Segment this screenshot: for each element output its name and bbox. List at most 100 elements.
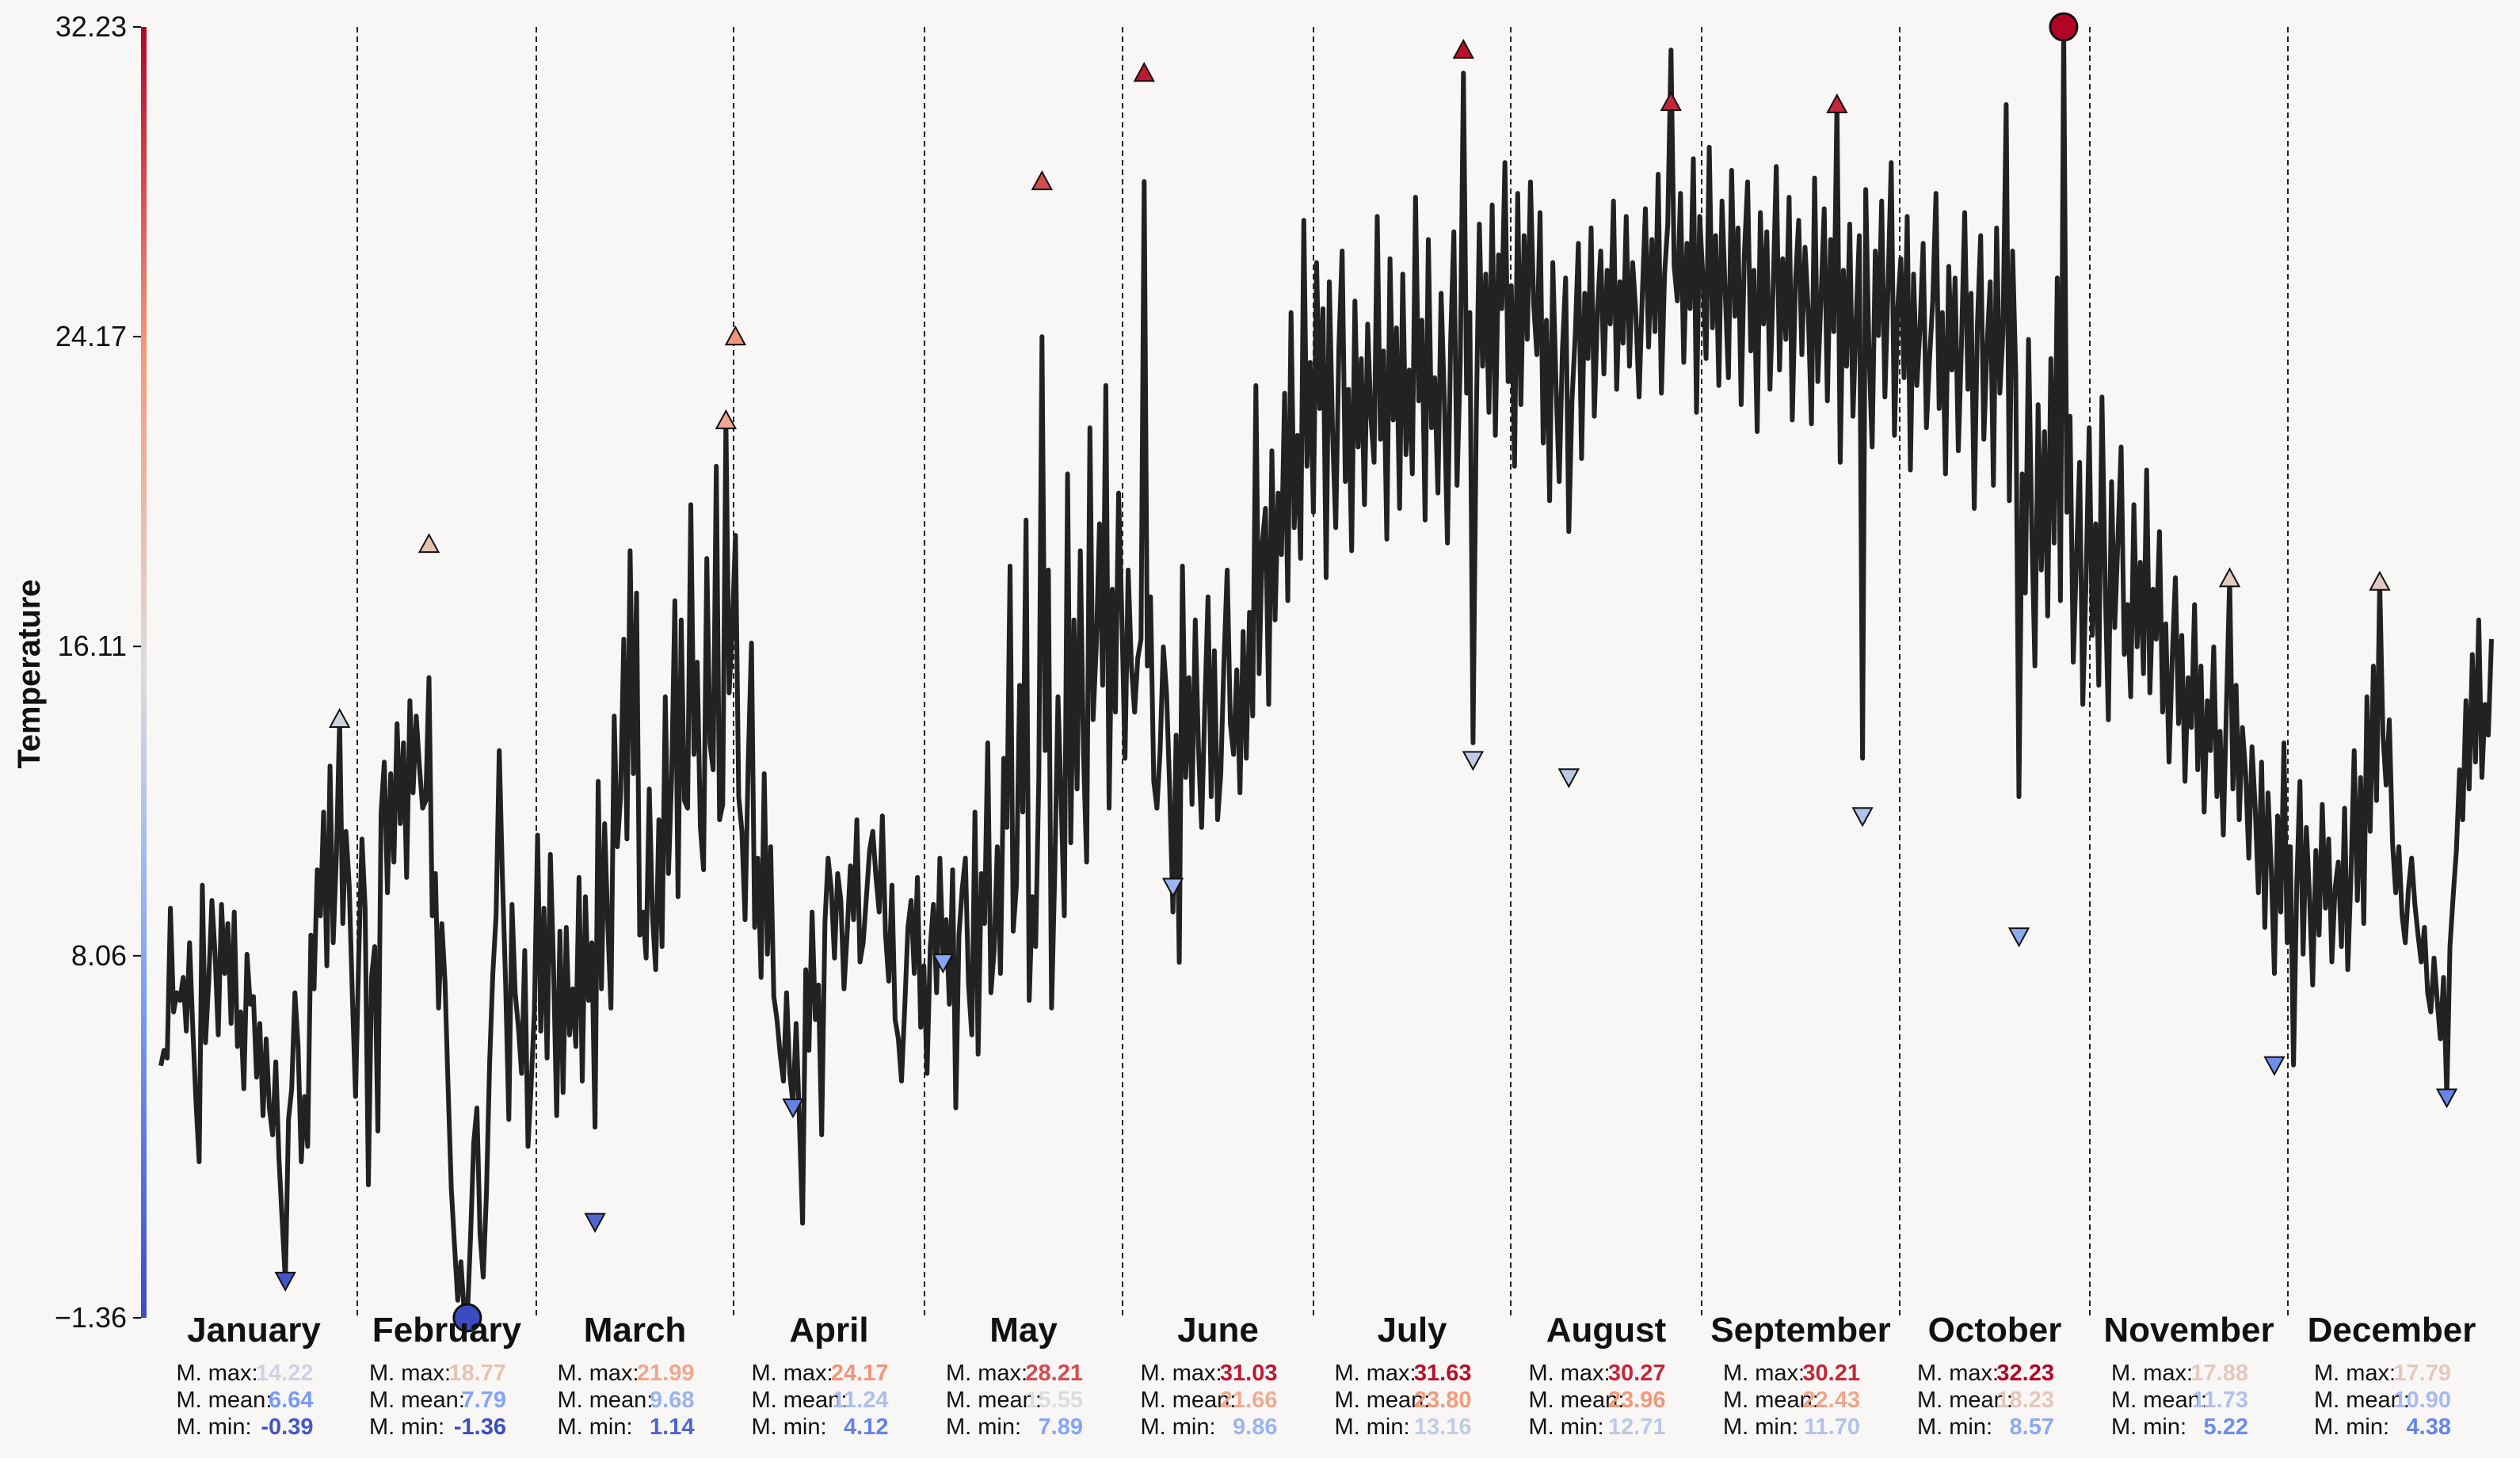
month-label: July xyxy=(1377,1311,1447,1350)
stat-label-max: M. max: xyxy=(1917,1361,1999,1386)
monthly-min-marker xyxy=(1462,751,1485,771)
monthly-min-marker xyxy=(1851,807,1874,828)
stat-value-min: -1.36 xyxy=(454,1414,506,1440)
month-label: April xyxy=(789,1311,868,1350)
monthly-min-marker xyxy=(2435,1088,2458,1109)
stat-value-min: 9.86 xyxy=(1233,1414,1277,1440)
stat-value-max: 17.88 xyxy=(2190,1361,2248,1386)
stat-value-max: 31.63 xyxy=(1414,1361,1472,1386)
stat-label-mean: M. mean: xyxy=(177,1388,273,1413)
month-label: March xyxy=(584,1311,687,1350)
month-label: December xyxy=(2308,1311,2476,1350)
monthly-max-marker xyxy=(2369,570,2391,591)
monthly-max-marker xyxy=(1452,39,1474,59)
monthly-max-marker xyxy=(724,325,747,346)
stat-value-max: 32.23 xyxy=(1996,1361,2054,1386)
stat-label-min: M. min: xyxy=(369,1414,444,1440)
monthly-min-marker xyxy=(274,1271,296,1292)
stat-value-mean: 23.96 xyxy=(1608,1388,1666,1413)
monthly-max-marker xyxy=(329,707,351,728)
month-label: September xyxy=(1710,1311,1890,1350)
stat-value-min: 12.71 xyxy=(1608,1414,1666,1440)
stat-label-max: M. max: xyxy=(1141,1361,1222,1386)
stat-value-mean: 11.24 xyxy=(833,1388,889,1413)
monthly-min-marker xyxy=(2263,1056,2286,1076)
stat-value-max: 14.22 xyxy=(256,1361,314,1386)
temperature-line xyxy=(158,25,2494,1320)
y-axis-title: Temperature xyxy=(12,579,47,768)
stat-label-min: M. min: xyxy=(946,1414,1021,1440)
stat-label-max: M. max: xyxy=(369,1361,451,1386)
stat-value-mean: 18.23 xyxy=(1996,1388,2054,1413)
stat-label-mean: M. mean: xyxy=(1723,1388,1819,1413)
stat-label-min: M. min: xyxy=(1529,1414,1604,1440)
monthly-max-marker xyxy=(1031,169,1054,191)
monthly-min-marker xyxy=(2007,927,2030,948)
stat-value-max: 28.21 xyxy=(1025,1361,1083,1386)
month-label: June xyxy=(1177,1311,1259,1350)
stat-label-mean: M. mean: xyxy=(1529,1388,1625,1413)
stat-label-min: M. min: xyxy=(2314,1414,2389,1440)
stat-value-min: 5.22 xyxy=(2204,1414,2248,1440)
stat-label-min: M. min: xyxy=(1723,1414,1798,1440)
y-tick-label: 8.06 xyxy=(71,939,127,972)
monthly-min-marker xyxy=(1161,877,1184,898)
stat-value-max: 18.77 xyxy=(448,1361,506,1386)
monthly-min-marker xyxy=(584,1212,606,1233)
stat-value-mean: 9.68 xyxy=(650,1388,694,1413)
monthly-min-marker xyxy=(932,954,955,974)
monthly-max-marker xyxy=(1660,91,1682,112)
monthly-min-marker xyxy=(1557,768,1580,789)
stat-value-mean: 6.64 xyxy=(269,1388,313,1413)
stat-value-mean: 10.90 xyxy=(2393,1388,2451,1413)
stat-value-min: 4.38 xyxy=(2407,1414,2451,1440)
stat-label-min: M. min: xyxy=(1335,1414,1410,1440)
stat-label-mean: M. mean: xyxy=(1917,1388,2013,1413)
stat-label-max: M. max: xyxy=(1529,1361,1611,1386)
stat-label-max: M. max: xyxy=(2111,1361,2193,1386)
y-axis-colorbar xyxy=(141,27,147,1318)
y-tick-label: 32.23 xyxy=(55,10,127,43)
monthly-max-marker xyxy=(715,409,738,429)
stat-value-min: 4.12 xyxy=(844,1414,888,1440)
month-label: October xyxy=(1928,1311,2062,1350)
stat-label-max: M. max: xyxy=(752,1361,833,1386)
stat-label-mean: M. mean: xyxy=(946,1388,1042,1413)
stat-value-mean: 11.73 xyxy=(2192,1388,2248,1413)
stat-label-mean: M. mean: xyxy=(1335,1388,1431,1413)
stat-label-mean: M. mean: xyxy=(2314,1388,2410,1413)
stat-value-max: 24.17 xyxy=(831,1361,889,1386)
month-label: November xyxy=(2103,1311,2274,1350)
annual-min-marker xyxy=(452,1303,482,1333)
monthly-max-marker xyxy=(1826,93,1848,114)
stat-label-mean: M. mean: xyxy=(1141,1388,1237,1413)
monthly-max-marker xyxy=(2218,567,2241,588)
stat-value-mean: 7.79 xyxy=(462,1388,506,1413)
stat-label-max: M. max: xyxy=(2314,1361,2396,1386)
stat-label-max: M. max: xyxy=(946,1361,1027,1386)
stat-value-max: 30.27 xyxy=(1608,1361,1666,1386)
month-label: February xyxy=(372,1311,522,1350)
monthly-min-marker xyxy=(782,1098,804,1119)
stat-value-max: 31.03 xyxy=(1220,1361,1278,1386)
month-label: May xyxy=(989,1311,1058,1350)
stat-label-max: M. max: xyxy=(1723,1361,1805,1386)
stat-label-min: M. min: xyxy=(1141,1414,1216,1440)
stat-value-min: 1.14 xyxy=(650,1414,694,1440)
stat-value-mean: 22.43 xyxy=(1802,1388,1860,1413)
stat-value-max: 21.99 xyxy=(637,1361,695,1386)
stat-value-mean: 21.66 xyxy=(1220,1388,1278,1413)
stat-label-max: M. max: xyxy=(1335,1361,1416,1386)
monthly-max-marker xyxy=(1133,62,1155,82)
stat-value-min: 13.16 xyxy=(1414,1414,1472,1440)
month-label: August xyxy=(1546,1311,1667,1350)
stat-value-min: -0.39 xyxy=(261,1414,313,1440)
stat-label-max: M. max: xyxy=(558,1361,639,1386)
stat-value-min: 11.70 xyxy=(1804,1414,1860,1440)
stat-value-mean: 23.80 xyxy=(1414,1388,1472,1413)
month-label: January xyxy=(187,1311,321,1350)
stat-label-mean: M. mean: xyxy=(2111,1388,2207,1413)
stat-value-max: 17.79 xyxy=(2393,1361,2451,1386)
stat-label-mean: M. mean: xyxy=(558,1388,654,1413)
